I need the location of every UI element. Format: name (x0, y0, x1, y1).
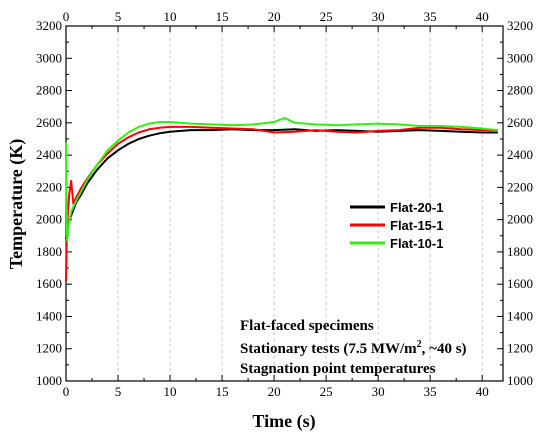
x-axis-title: Time (s) (252, 411, 315, 432)
y-tick-label-right: 3200 (507, 18, 533, 33)
y-tick-label-right: 1400 (507, 308, 533, 323)
y-tick-label-left: 3200 (36, 18, 62, 33)
x-tick-label-bottom: 10 (164, 384, 177, 399)
y-tick-label-left: 1000 (36, 373, 62, 388)
legend-label-flat-10-1: Flat-10-1 (390, 236, 443, 251)
annotation-line-2: Stationary tests (7.5 MW/m2, ~40 s) (240, 339, 467, 357)
y-tick-label-left: 1600 (36, 276, 62, 291)
y-tick-label-right: 3000 (507, 50, 533, 65)
x-tick-label-top: 5 (115, 9, 122, 24)
x-tick-label-top: 10 (164, 9, 177, 24)
x-tick-label-bottom: 0 (63, 384, 70, 399)
x-tick-label-bottom: 5 (115, 384, 122, 399)
x-tick-label-top: 15 (216, 9, 229, 24)
x-tick-label-bottom: 40 (476, 384, 489, 399)
y-tick-label-right: 1600 (507, 276, 533, 291)
grid-lines (117, 26, 483, 381)
x-tick-label-bottom: 30 (372, 384, 385, 399)
y-tick-label-left: 1400 (36, 308, 62, 323)
y-tick-label-right: 1000 (507, 373, 533, 388)
legend-label-flat-20-1: Flat-20-1 (390, 200, 443, 215)
series-line-flat-15-1 (65, 125, 498, 282)
y-tick-label-left: 1200 (36, 341, 62, 356)
y-tick-label-right: 2600 (507, 115, 533, 130)
x-tick-label-top: 30 (372, 9, 385, 24)
legend: Flat-20-1 Flat-15-1 Flat-10-1 (350, 200, 443, 251)
y-axis-title: Temperature (K) (6, 139, 27, 269)
axis-ticks: 0 0 5 5 10 10 15 15 20 20 25 25 30 30 35 35 40 40 1000 1000… (36, 9, 533, 399)
legend-label-flat-15-1: Flat-15-1 (390, 218, 443, 233)
series-layer (65, 117, 498, 282)
annotation-line-3: Stagnation point temperatures (240, 361, 436, 377)
x-tick-label-bottom: 15 (216, 384, 229, 399)
y-tick-label-left: 2800 (36, 83, 62, 98)
y-tick-label-left: 2000 (36, 212, 62, 227)
y-tick-label-left: 2600 (36, 115, 62, 130)
y-tick-label-left: 1800 (36, 244, 62, 259)
series-line-flat-10-1 (65, 117, 498, 242)
x-tick-label-bottom: 20 (268, 384, 281, 399)
annotation-line-2-text: Stationary tests (7.5 MW/m (240, 341, 417, 357)
x-tick-label-top: 20 (268, 9, 281, 24)
x-tick-label-bottom: 35 (424, 384, 437, 399)
annotation-block: Flat-faced specimens Stationary tests (7… (240, 318, 467, 377)
x-tick-label-top: 25 (320, 9, 333, 24)
y-tick-label-right: 1200 (507, 341, 533, 356)
annotation-superscript: 2 (417, 339, 422, 350)
y-tick-label-right: 2800 (507, 83, 533, 98)
annotation-line-2-tail: , ~40 s) (422, 341, 467, 357)
y-tick-label-right: 2400 (507, 147, 533, 162)
x-tick-label-bottom: 25 (320, 384, 333, 399)
y-tick-label-left: 2200 (36, 179, 62, 194)
annotation-line-1: Flat-faced specimens (240, 318, 374, 334)
x-tick-label-top: 0 (63, 9, 70, 24)
y-tick-label-right: 2200 (507, 179, 533, 194)
y-tick-label-left: 2400 (36, 147, 62, 162)
x-tick-label-top: 35 (424, 9, 437, 24)
x-tick-label-top: 40 (476, 9, 489, 24)
y-tick-label-right: 1800 (507, 244, 533, 259)
y-tick-label-right: 2000 (507, 212, 533, 227)
y-tick-label-left: 3000 (36, 50, 62, 65)
